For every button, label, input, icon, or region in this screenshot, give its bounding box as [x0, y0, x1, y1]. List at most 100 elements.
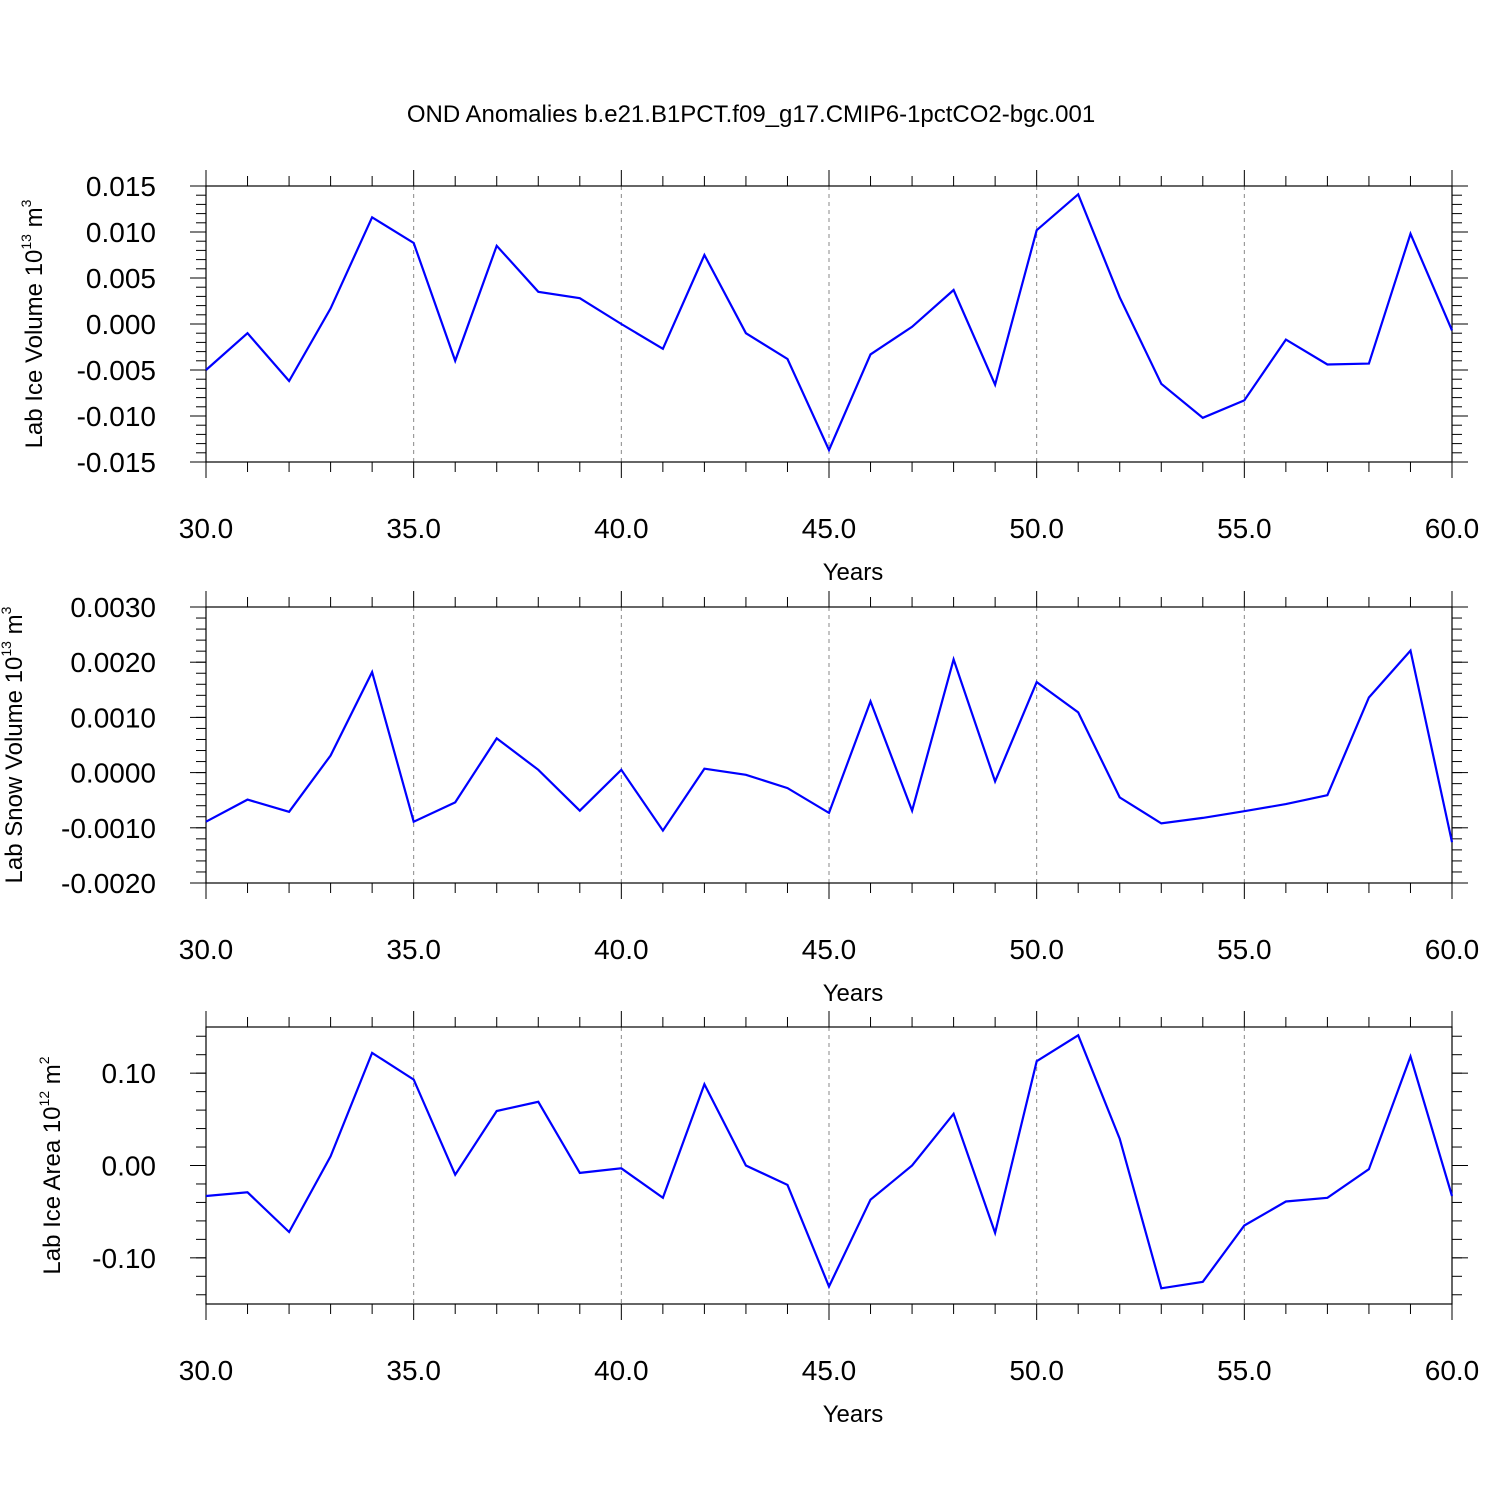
data-point [661, 1196, 664, 1199]
y-tick-label: 0.0020 [70, 647, 156, 678]
data-point [994, 780, 997, 783]
data-point [412, 242, 415, 245]
y-tick-label: -0.010 [77, 401, 156, 432]
data-point [952, 1112, 955, 1115]
data-point [828, 449, 831, 452]
data-point [828, 1285, 831, 1288]
data-point [1035, 681, 1038, 684]
data-point [661, 347, 664, 350]
data-point [537, 768, 540, 771]
y-axis-title-unit: m [39, 1064, 66, 1091]
x-tick-label: 45.0 [802, 934, 857, 965]
figure-title: OND Anomalies b.e21.B1PCT.f09_g17.CMIP6-… [407, 101, 1095, 128]
data-point [578, 809, 581, 812]
data-point [454, 359, 457, 362]
data-point [288, 1230, 291, 1233]
y-tick-label: 0.0010 [70, 702, 156, 733]
data-point [371, 671, 374, 674]
y-axis-title-text: Lab Ice Area 10 [39, 1106, 66, 1274]
data-point [329, 1155, 332, 1158]
x-tick-label: 35.0 [386, 1355, 441, 1386]
data-point [620, 323, 623, 326]
data-point [578, 1171, 581, 1174]
data-point [1201, 816, 1204, 819]
y-axis-title-unit: m [21, 207, 48, 234]
data-point [1284, 338, 1287, 341]
x-tick-label: 30.0 [179, 513, 234, 544]
data-point [246, 798, 249, 801]
series-line [205, 192, 1454, 453]
data-point [205, 369, 208, 372]
x-tick-label: 60.0 [1425, 934, 1480, 965]
data-point [371, 216, 374, 219]
data-point [1035, 229, 1038, 232]
data-point [578, 297, 581, 300]
data-point [495, 737, 498, 740]
y-tick-label: 0.000 [86, 309, 156, 340]
data-point [1243, 1224, 1246, 1227]
y-tick-label: -0.10 [92, 1243, 156, 1274]
x-tick-label: 40.0 [594, 934, 649, 965]
data-point [1451, 329, 1454, 332]
y-tick-label: 0.010 [86, 217, 156, 248]
data-point [703, 254, 706, 257]
y-tick-label: 0.0030 [70, 592, 156, 623]
x-tick-label: 40.0 [594, 1355, 649, 1386]
y-axis-title-unit: m [1, 614, 28, 641]
x-tick-label: 40.0 [594, 513, 649, 544]
data-point [744, 773, 747, 776]
data-point [911, 325, 914, 328]
y-axis-title-exponent: 12 [36, 1091, 52, 1107]
y-tick-label: -0.0020 [61, 868, 156, 899]
x-tick-label: 60.0 [1425, 1355, 1480, 1386]
x-axis-title: Years [823, 1401, 884, 1428]
data-point [329, 754, 332, 757]
data-point [288, 810, 291, 813]
data-point [1409, 1055, 1412, 1058]
data-point [1367, 696, 1370, 699]
x-axis-title: Years [823, 559, 884, 586]
data-point [1243, 810, 1246, 813]
x-tick-label: 30.0 [179, 1355, 234, 1386]
data-point [1077, 711, 1080, 714]
data-point [994, 1231, 997, 1234]
data-point [454, 801, 457, 804]
data-point [1077, 1034, 1080, 1037]
y-axis-title: Lab Ice Volume 1013 m3 [18, 199, 48, 448]
data-point [1451, 841, 1454, 844]
data-point [703, 767, 706, 770]
data-point [412, 820, 415, 823]
x-tick-label: 60.0 [1425, 513, 1480, 544]
data-point [1451, 1194, 1454, 1197]
data-point [786, 1183, 789, 1186]
data-point [1367, 1168, 1370, 1171]
x-tick-label: 50.0 [1009, 934, 1064, 965]
x-tick-label: 45.0 [802, 1355, 857, 1386]
data-point [869, 353, 872, 356]
data-point [1118, 296, 1121, 299]
data-point [1243, 399, 1246, 402]
y-axis-title-exponent: 13 [18, 234, 34, 250]
y-tick-label: 0.0000 [70, 758, 156, 789]
panel-lab-ice-volume: 0.015 0.010 0.005 0.000 -0.005 -0.010 -0.015 30… [18, 170, 1479, 586]
x-tick-label: 55.0 [1217, 513, 1272, 544]
x-tick-label: 50.0 [1009, 513, 1064, 544]
x-tick-label: 55.0 [1217, 934, 1272, 965]
series-line [205, 648, 1454, 843]
data-point [1284, 1200, 1287, 1203]
data-point [744, 332, 747, 335]
data-point [454, 1173, 457, 1176]
y-axis-title-text: Lab Snow Volume 10 [1, 657, 28, 884]
data-point [620, 1167, 623, 1170]
data-point [371, 1051, 374, 1054]
x-tick-label: 45.0 [802, 513, 857, 544]
data-point [1118, 1137, 1121, 1140]
data-point [786, 357, 789, 360]
data-point [911, 809, 914, 812]
data-point [1118, 796, 1121, 799]
data-point [1409, 649, 1412, 652]
y-axis-title: Lab Ice Area 1012 m2 [36, 1056, 66, 1274]
data-point [828, 811, 831, 814]
panel-lab-snow-volume: 0.0030 0.0020 0.0010 0.0000 -0.0010 -0.0020 30… [0, 591, 1479, 1007]
data-point [1201, 416, 1204, 419]
